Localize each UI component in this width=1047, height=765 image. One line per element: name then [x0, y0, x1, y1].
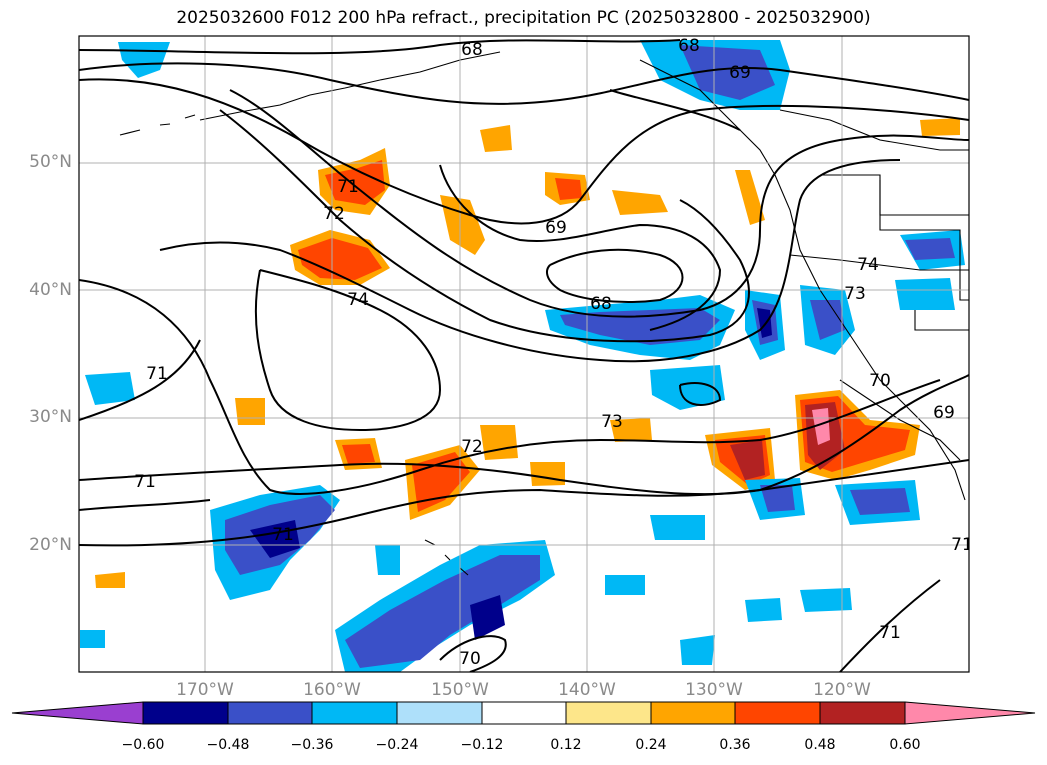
map-border: [78, 35, 970, 673]
colorbar-tick-label: 0.60: [889, 737, 921, 753]
lon-label: 160°W: [303, 680, 361, 700]
lat-label: 30°N: [29, 407, 72, 427]
contour-label: 71: [272, 525, 294, 545]
colorbar-tick-label: −0.24: [375, 737, 419, 753]
contour-label: 71: [879, 623, 901, 643]
colorbar-extend-low: [11, 701, 144, 725]
colorbar: [11, 701, 1036, 725]
contour-label: 74: [347, 290, 369, 310]
lon-label: 150°W: [431, 680, 489, 700]
colorbar-tick-label: −0.48: [206, 737, 250, 753]
contour-label: 73: [601, 412, 623, 432]
colorbar-segment: [734, 701, 821, 725]
map-title: 2025032600 F012 200 hPa refract., precip…: [176, 8, 871, 28]
lat-label: 50°N: [29, 152, 72, 172]
colorbar-segment: [311, 701, 398, 725]
contour-label: 68: [678, 36, 700, 56]
contour-label: 68: [590, 294, 612, 314]
lon-label: 170°W: [176, 680, 234, 700]
colorbar-segment: [565, 701, 652, 725]
contour-label: 70: [459, 649, 481, 669]
contour-label: 69: [933, 403, 955, 423]
colorbar-tick-label: −0.60: [121, 737, 165, 753]
lon-label: 130°W: [685, 680, 743, 700]
colorbar-tick-label: −0.36: [290, 737, 334, 753]
lat-label: 20°N: [29, 535, 72, 555]
contour-label: 71: [134, 472, 156, 492]
contour-label: 68: [461, 40, 483, 60]
map-area: 68 68 69 71 72 69 74 68 73 71 71 73 72 7…: [79, 36, 973, 672]
colorbar-segment: [142, 701, 229, 725]
colorbar-segment: [650, 701, 736, 725]
contour-label: 71: [146, 364, 168, 384]
colorbar-tick-label: 0.24: [635, 737, 667, 753]
contour-label: 70: [869, 371, 891, 391]
contour-label: 72: [461, 437, 483, 457]
contour-labels: 68 68 69 71 72 69 74 68 73 71 71 73 72 7…: [134, 36, 973, 669]
colorbar-tick-label: −0.12: [460, 737, 504, 753]
colorbar-tick-label: 0.36: [719, 737, 751, 753]
colorbar-extend-high: [904, 701, 1036, 725]
lon-label: 140°W: [558, 680, 616, 700]
contour-label: 74: [857, 255, 879, 275]
colorbar-segment: [227, 701, 313, 725]
contour-label: 69: [729, 63, 751, 83]
colorbar-segment: [819, 701, 906, 725]
contour-label: 69: [545, 218, 567, 238]
contour-label: 72: [323, 204, 345, 224]
lat-label: 40°N: [29, 280, 72, 300]
coastlines: [119, 51, 969, 576]
colorbar-segment: [396, 701, 483, 725]
colorbar-segment: [481, 701, 567, 725]
refractivity-contours: [79, 39, 969, 672]
contour-label: 73: [844, 284, 866, 304]
contour-label: 71: [951, 535, 973, 555]
colorbar-tick-label: 0.48: [804, 737, 836, 753]
colorbar-tick-label: 0.12: [550, 737, 582, 753]
lon-label: 120°W: [813, 680, 871, 700]
contour-label: 71: [337, 177, 359, 197]
